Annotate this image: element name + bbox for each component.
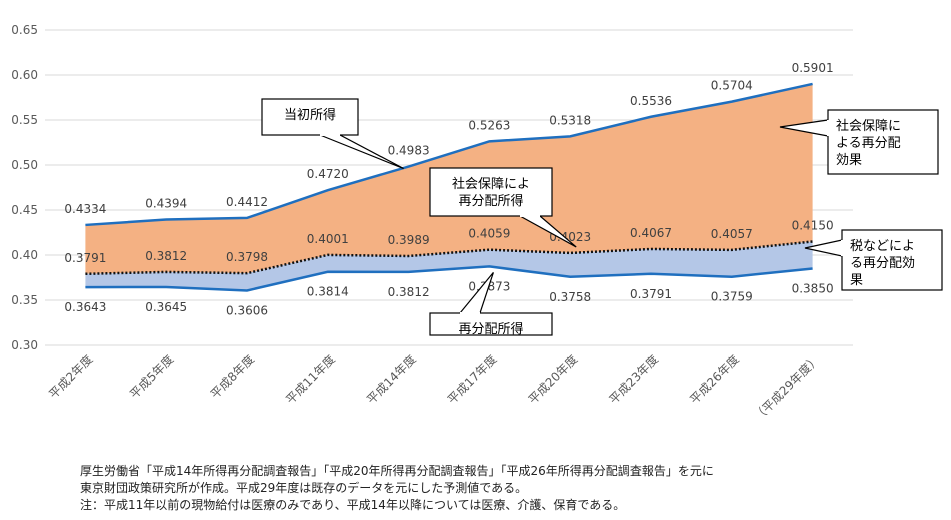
redistributed-income-value-label: 0.3812 [388, 285, 430, 299]
initial-income-value-label: 0.4334 [64, 202, 106, 216]
redistributed-income-value-label: 0.3759 [711, 290, 753, 304]
y-tick-label: 0.35 [11, 293, 38, 307]
redistributed-income-value-label: 0.3645 [145, 300, 187, 314]
redistributed-income-value-label: 0.3606 [226, 303, 268, 317]
redistributed-income-value-label: 0.3850 [792, 282, 834, 296]
after-social-security-value-label: 0.3812 [145, 249, 187, 263]
y-tick-label: 0.40 [11, 248, 38, 262]
redistributed-income-value-label: 0.3814 [307, 285, 349, 299]
footnote-line: 注：平成11年以前の現物給付は医療のみであり、平成14年以降については医療、介護… [80, 498, 626, 512]
y-tick-label: 0.30 [11, 338, 38, 352]
callout-redistributed-income-text: 再分配所得 [458, 321, 523, 337]
x-category-label: 平成17年度 [444, 352, 499, 407]
callout-social-security-effect-box [827, 109, 939, 175]
x-category-label: （平成29年度） [750, 352, 822, 424]
callout-redistributed-income-box [429, 312, 553, 336]
callout-social-security-effect-text: 効果 [836, 153, 862, 168]
callout-after-social-security-box [429, 167, 553, 217]
callout-initial-income-box [261, 98, 359, 136]
after-social-security-value-label: 0.3798 [226, 250, 268, 264]
after-social-security-value-label: 0.4067 [630, 226, 672, 240]
after-social-security-value-label: 0.4057 [711, 227, 753, 241]
initial-income-value-label: 0.5901 [792, 61, 834, 75]
redistributed-income-line [85, 265, 813, 292]
after-social-security-value-label: 0.4001 [307, 232, 349, 246]
gini-coefficient-chart: 0.30 0.35 0.40 0.45 0.50 0.55 0.60 0.65 0.4334 0.… [11, 23, 943, 424]
x-category-label: 平成8年度 [207, 352, 257, 402]
x-category-label: 平成20年度 [525, 352, 580, 407]
after-social-security-value-label: 0.3989 [388, 233, 430, 247]
x-category-label: 平成14年度 [363, 352, 418, 407]
source-note-line-1: 厚生労働省「平成14年所得再分配調査報告」「平成20年所得再分配調査報告」「平成… [80, 464, 714, 478]
source-note-line-2: 東京財団政策研究所が作成。平成29年度は既存のデータを元にした予測値である。 [80, 481, 528, 495]
y-tick-label: 0.65 [11, 23, 38, 37]
callout-tax-effect-text: 果 [850, 273, 863, 288]
y-tick-label: 0.55 [11, 113, 38, 127]
initial-income-value-label: 0.4394 [145, 197, 187, 211]
y-tick-label: 0.45 [11, 203, 38, 217]
initial-income-value-label: 0.4983 [388, 144, 430, 158]
x-category-label: 平成26年度 [687, 352, 742, 407]
after-social-security-value-label: 0.3791 [64, 251, 106, 265]
initial-income-value-label: 0.5536 [630, 94, 672, 108]
x-category-label: 平成2年度 [46, 352, 96, 402]
x-category-label: 平成23年度 [606, 352, 661, 407]
after-social-security-line [85, 240, 813, 276]
after-social-security-value-label: 0.4059 [468, 227, 510, 241]
callout-after-social-security-text: 再分配所得 [458, 193, 523, 209]
initial-income-value-label: 0.5704 [711, 79, 753, 93]
tax-effect-area [85, 241, 813, 291]
initial-income-value-label: 0.5263 [468, 118, 510, 132]
callout-tax-effect-box [841, 229, 943, 291]
y-tick-label: 0.60 [11, 68, 38, 82]
initial-income-value-label: 0.5318 [549, 113, 591, 127]
x-category-label: 平成5年度 [126, 352, 176, 402]
x-category-label: 平成11年度 [283, 352, 338, 407]
redistributed-income-value-label: 0.3643 [64, 300, 106, 314]
callout-after-social-security-text: 社会保障によ [452, 176, 530, 192]
redistributed-income-value-label: 0.3758 [549, 290, 591, 304]
after-social-security-value-label: 0.4150 [792, 219, 834, 233]
initial-income-line [85, 82, 813, 227]
redistributed-income-value-label: 0.3791 [630, 287, 672, 301]
callout-social-security-effect-text: 社会保障に [836, 118, 901, 134]
initial-income-value-label: 0.4412 [226, 195, 268, 209]
callout-tax-effect-text: 税などによ [850, 239, 915, 254]
callout-social-security-effect-text: よる再分配 [836, 136, 901, 151]
initial-income-value-label: 0.4720 [307, 167, 349, 181]
callout-tax-effect-text: る再分配効 [850, 256, 915, 271]
y-tick-label: 0.50 [11, 158, 38, 172]
callout-initial-income-text: 当初所得 [284, 107, 336, 123]
